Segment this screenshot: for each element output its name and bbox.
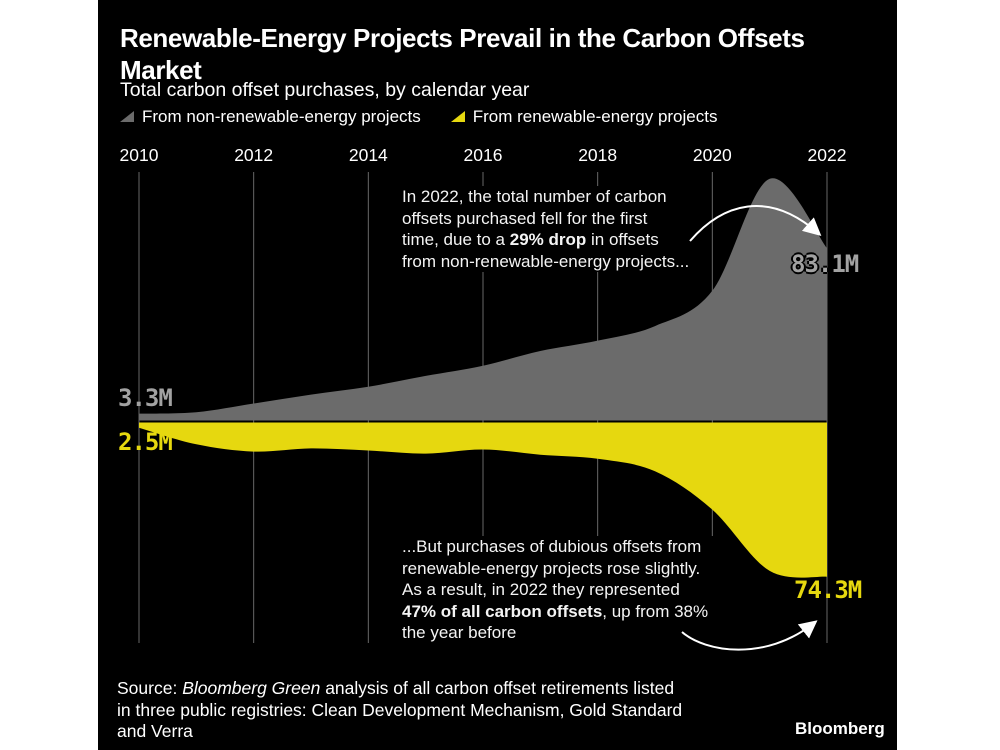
value-label-renewable-2010: 2.5M bbox=[118, 428, 173, 456]
nonrenewable-swatch-icon bbox=[120, 110, 134, 122]
legend-label-renewable: From renewable-energy projects bbox=[472, 107, 718, 126]
annotation-2022-drop: In 2022, the total number of carbon offse… bbox=[402, 186, 696, 272]
legend-item-renewable: From renewable-energy projects bbox=[450, 107, 718, 127]
annotation-renewables-share: ...But purchases of dubious offsets from… bbox=[402, 536, 715, 644]
value-label-nonrenewable-2010: 3.3M bbox=[118, 384, 173, 412]
bloomberg-logo: Bloomberg bbox=[795, 719, 885, 738]
value-label-nonrenewable-2022: 83.1M bbox=[791, 250, 859, 278]
chart-subtitle: Total carbon offset purchases, by calend… bbox=[120, 79, 530, 101]
legend-label-nonrenewable: From non-renewable-energy projects bbox=[142, 107, 421, 126]
source-note: Source: Bloomberg Green analysis of all … bbox=[117, 678, 683, 741]
legend-item-nonrenewable: From non-renewable-energy projects bbox=[120, 107, 421, 127]
value-label-renewable-2022: 74.3M bbox=[794, 576, 862, 604]
renewable-swatch-icon bbox=[450, 110, 465, 122]
legend: From non-renewable-energy projects From … bbox=[120, 107, 717, 127]
page-title: Renewable-Energy Projects Prevail in the… bbox=[120, 23, 805, 85]
